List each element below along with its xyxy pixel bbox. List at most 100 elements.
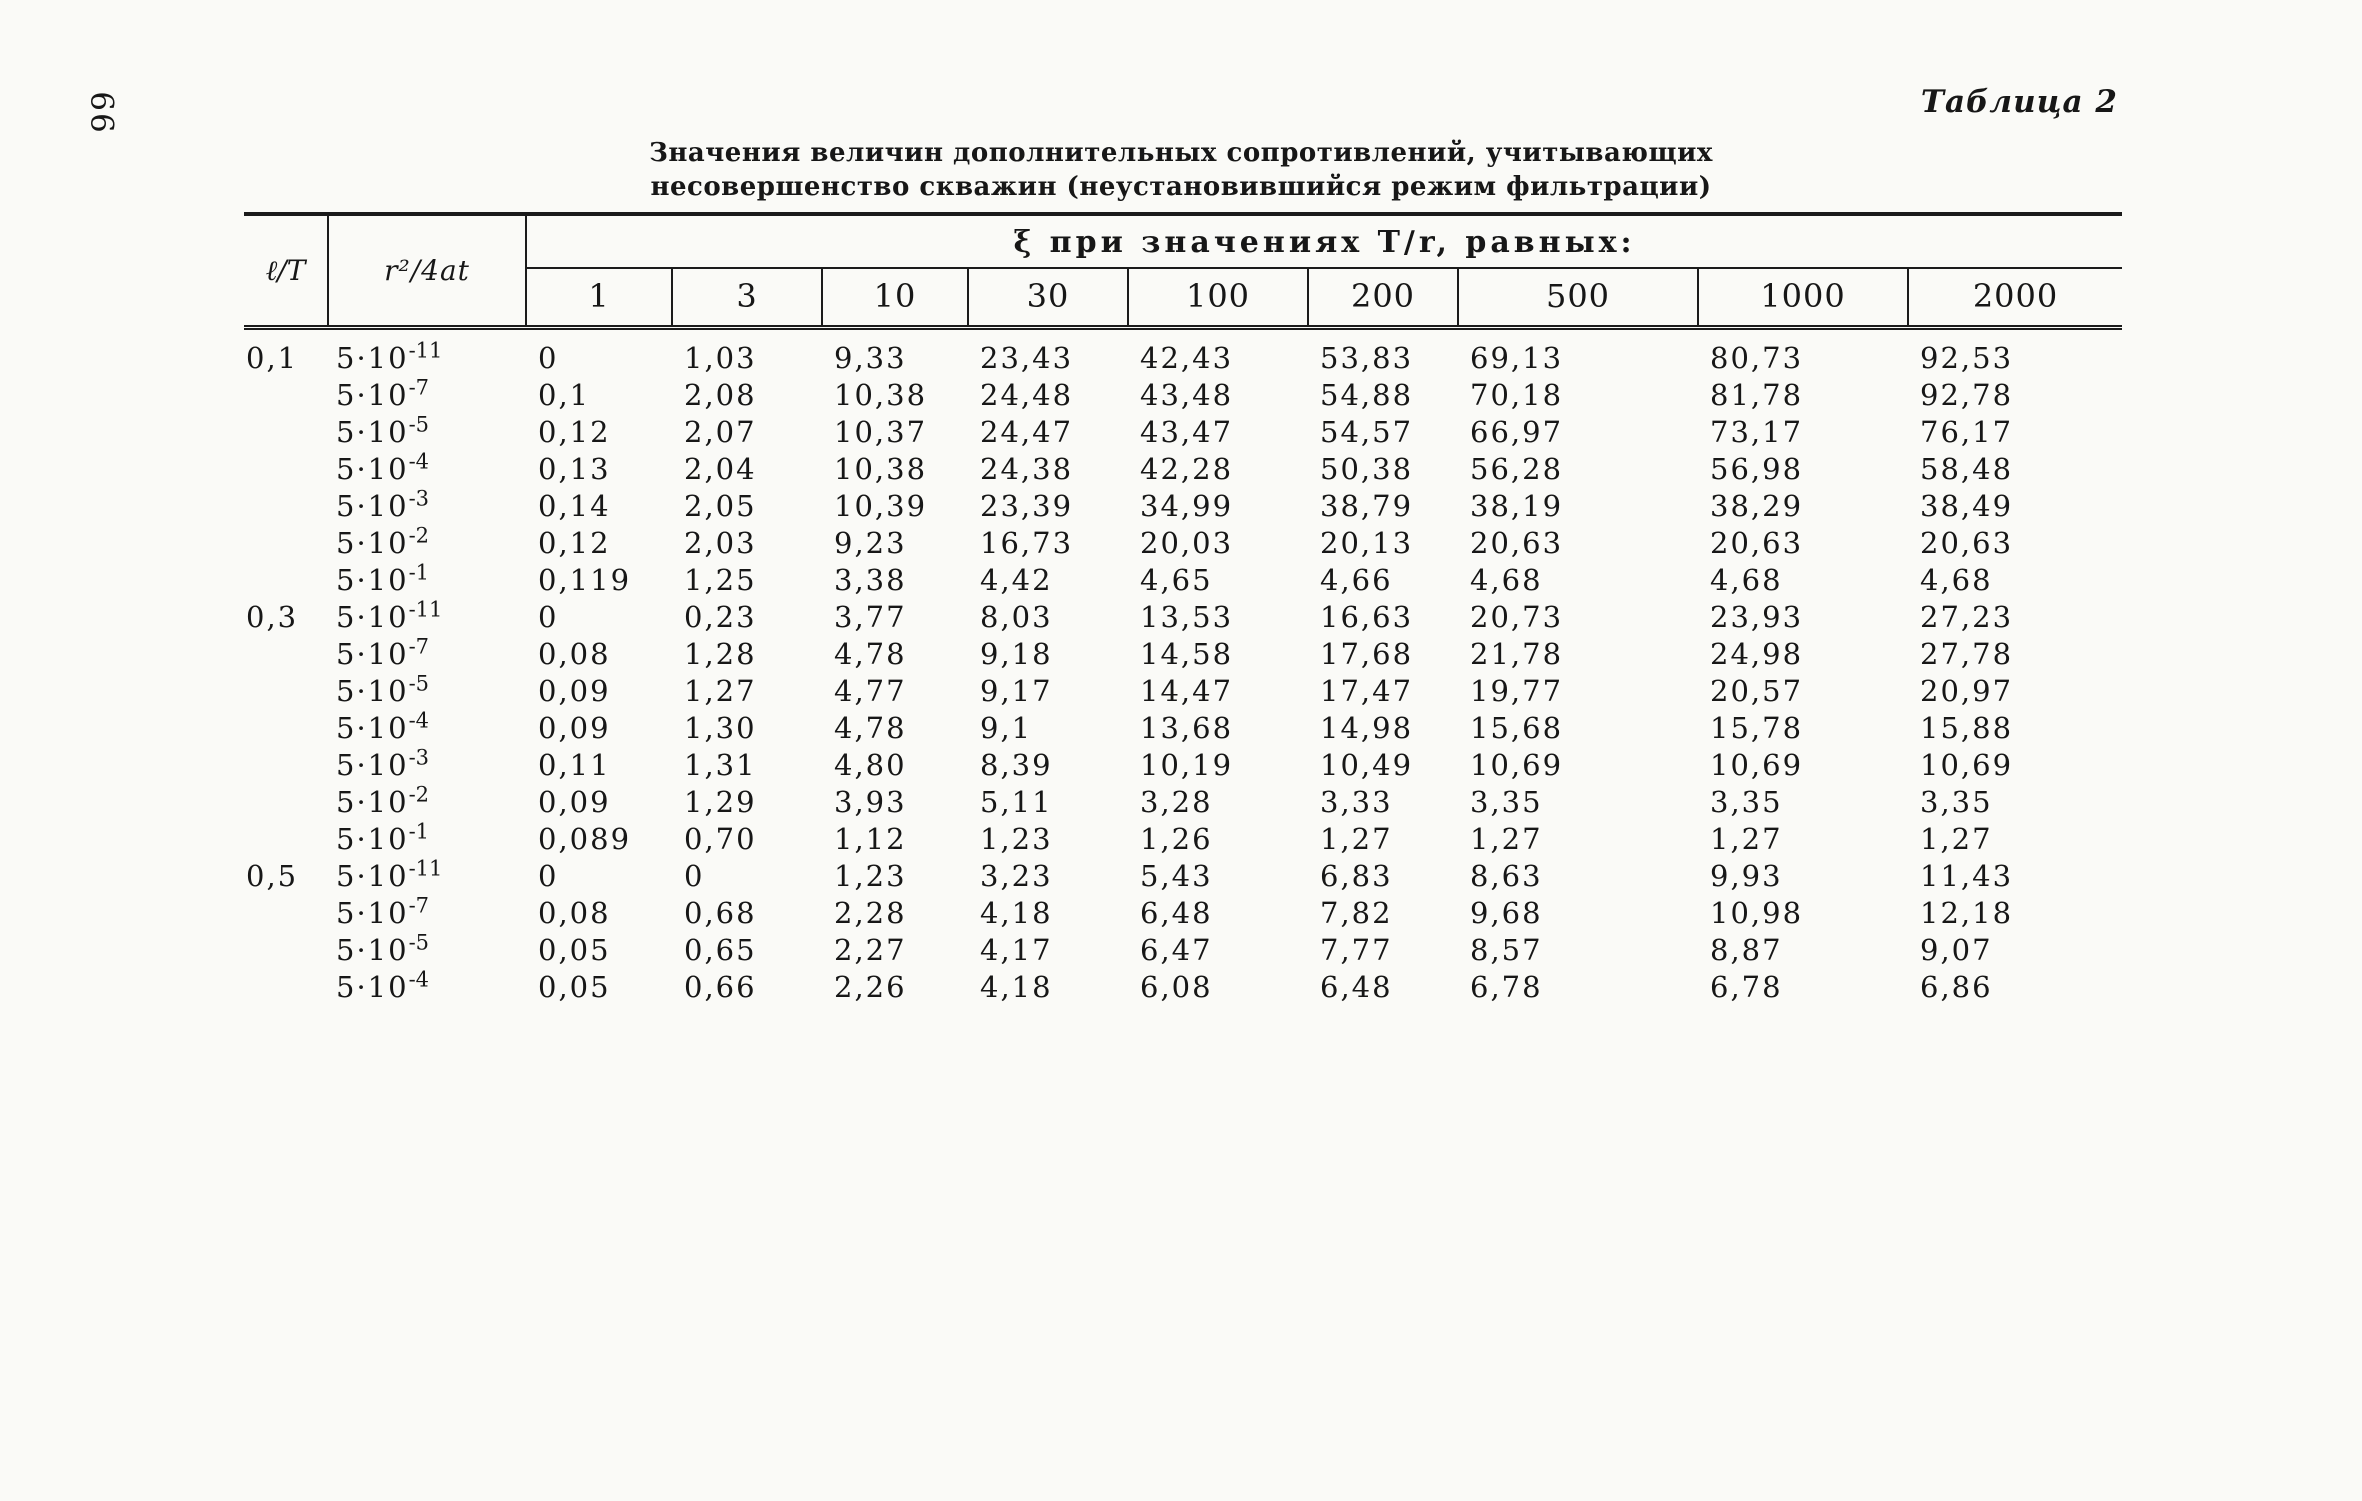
col-header-lt: ℓ/T [244,214,329,330]
lt-cell: 0,1 [246,341,299,375]
value-cell: 1,30 [684,711,757,745]
exponent: -2 [408,782,430,807]
value-column-header: 200 [1307,268,1458,330]
value-cell: 0,70 [684,822,757,856]
value-cell: 76,17 [1920,415,2014,449]
value-cell: 0,13 [538,452,611,486]
table-row: 5·10-7 0,1 2,08 10,38 24,48 43,48 54,88 70,18 81… [244,377,2122,414]
value-cell: 14,58 [1140,637,1234,671]
value-cell: 2,03 [684,526,757,560]
table-row: 5·10-5 0,09 1,27 4,77 9,17 14,47 17,47 19,77 20,… [244,673,2122,710]
value-cell: 12,18 [1920,896,2014,930]
r24at-cell: 5·10-2 [336,782,430,819]
value-cell: 9,17 [980,674,1053,708]
value-cell: 17,47 [1320,674,1414,708]
r24at-cell: 5·10-3 [336,745,430,782]
value-cell: 23,39 [980,489,1074,523]
value-cell: 92,78 [1920,378,2014,412]
value-cell: 20,63 [1920,526,2014,560]
lt-cell [244,636,328,673]
lt-cell [244,451,328,488]
value-cell: 3,35 [1710,785,1783,819]
value-cell: 13,53 [1140,600,1234,634]
value-cell: 0 [538,859,559,893]
value-cell: 5,11 [980,785,1053,819]
value-column-header: 1 [526,268,672,330]
value-cell: 10,19 [1140,748,1234,782]
exponent: -5 [408,671,430,696]
value-cell: 0 [538,341,559,375]
value-cell: 4,18 [980,970,1053,1004]
data-table: ℓ/T r²/4at ξ при значениях T/r, равных: … [244,212,2123,1006]
value-cell: 0,11 [538,748,611,782]
value-cell: 56,98 [1710,452,1804,486]
value-cell: 17,68 [1320,637,1414,671]
r24at-cell: 5·10-1 [336,819,430,856]
table-row: 0,1 5·10-11 0 1,03 9,33 23,43 42,43 53,83 69,13 8… [244,328,2122,378]
lt-cell [244,673,328,710]
exponent: -4 [408,967,430,992]
table-row: 0,3 5·10-11 0 0,23 3,77 8,03 13,53 16,63 20,73 23… [244,599,2122,636]
value-cell: 4,80 [834,748,907,782]
heading-line-2: несовершенство скважин (неустановившийся… [650,172,1712,202]
value-cell: 20,63 [1710,526,1804,560]
value-cell: 6,47 [1140,933,1213,967]
value-cell: 15,88 [1920,711,2014,745]
table-row: 0,5 5·10-11 0 0 1,23 3,23 5,43 6,83 8,63 9,93 11,4… [244,858,2122,895]
value-column-header: 100 [1127,268,1308,330]
value-cell: 10,69 [1710,748,1804,782]
value-cell: 0,09 [538,785,611,819]
value-cell: 20,13 [1320,526,1414,560]
table-row: 5·10-1 0,089 0,70 1,12 1,23 1,26 1,27 1,27 1,27 1… [244,821,2122,858]
value-cell: 53,83 [1320,341,1414,375]
value-cell: 14,47 [1140,674,1234,708]
value-cell: 92,53 [1920,341,2014,375]
value-cell: 11,43 [1920,859,2014,893]
value-cell: 9,18 [980,637,1053,671]
value-cell: 20,57 [1710,674,1804,708]
value-cell: 3,35 [1470,785,1543,819]
exponent: -11 [408,597,443,622]
r24at-cell: 5·10-4 [336,967,430,1004]
table-row: 5·10-1 0,119 1,25 3,38 4,42 4,65 4,66 4,68 4,68 4… [244,562,2122,599]
lt-cell [244,747,328,784]
table-row: 5·10-7 0,08 1,28 4,78 9,18 14,58 17,68 21,78 24,… [244,636,2122,673]
value-cell: 80,73 [1710,341,1804,375]
r24at-cell: 5·10-11 [336,338,443,375]
value-cell: 9,1 [980,711,1033,745]
value-cell: 2,08 [684,378,757,412]
exponent: -7 [408,634,430,659]
value-cell: 9,93 [1710,859,1783,893]
value-cell: 15,78 [1710,711,1804,745]
value-cell: 38,29 [1710,489,1804,523]
value-cell: 24,98 [1710,637,1804,671]
r24at-cell: 5·10-11 [336,597,443,634]
value-cell: 9,33 [834,341,907,375]
value-cell: 27,23 [1920,600,2014,634]
r24at-cell: 5·10-1 [336,560,430,597]
table-row: 5·10-4 0,13 2,04 10,38 24,38 42,28 50,38 56,28 5… [244,451,2122,488]
value-cell: 20,97 [1920,674,2014,708]
lt-cell [244,414,328,451]
value-cell: 3,33 [1320,785,1393,819]
value-cell: 43,47 [1140,415,1234,449]
exponent: -11 [408,338,443,363]
value-cell: 10,49 [1320,748,1414,782]
value-cell: 24,48 [980,378,1074,412]
table-row: 5·10-4 0,05 0,66 2,26 4,18 6,08 6,48 6,78 6,78 6,… [244,969,2122,1006]
value-cell: 0,08 [538,896,611,930]
lt-cell [244,784,328,821]
lt-cell [244,562,328,599]
value-cell: 0,12 [538,526,611,560]
exponent: -2 [408,523,430,548]
value-cell: 5,43 [1140,859,1213,893]
value-cell: 24,47 [980,415,1074,449]
value-cell: 23,43 [980,341,1074,375]
lt-cell [244,488,328,525]
exponent: -1 [408,819,430,844]
value-cell: 0,119 [538,563,632,597]
value-cell: 1,27 [1710,822,1783,856]
value-cell: 2,26 [834,970,907,1004]
table-row: 5·10-3 0,14 2,05 10,39 23,39 34,99 38,79 38,19 3… [244,488,2122,525]
r24at-cell: 5·10-7 [336,893,430,930]
